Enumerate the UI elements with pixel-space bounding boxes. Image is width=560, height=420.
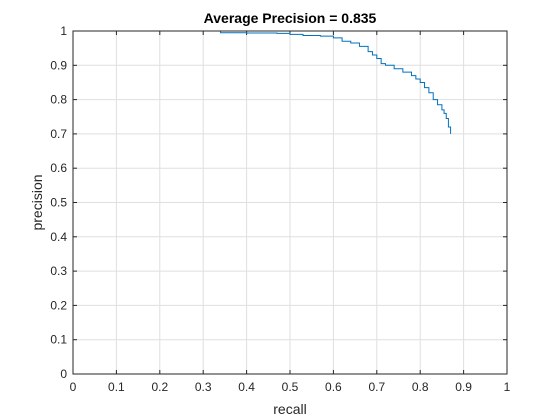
y-tick-label: 0.8 xyxy=(50,93,67,107)
y-tick-label: 0.9 xyxy=(50,58,67,72)
x-tick-label: 0.6 xyxy=(325,380,342,394)
y-tick-label: 0.2 xyxy=(50,298,67,312)
y-tick-label: 0.1 xyxy=(50,333,67,347)
y-tick-label: 0 xyxy=(60,367,67,381)
series-line xyxy=(73,30,452,134)
y-tick-label: 0.7 xyxy=(50,127,67,141)
x-tick-label: 0.8 xyxy=(412,380,429,394)
x-tick-label: 0.3 xyxy=(195,380,212,394)
x-tick-label: 0.7 xyxy=(368,380,385,394)
y-tick-label: 0.4 xyxy=(50,230,67,244)
y-tick-labels: 0 0.1 0.2 0.3 0.4 0.5 0.6 0.7 0.8 0.9 1 xyxy=(50,24,67,381)
x-tick-label: 0.2 xyxy=(151,380,168,394)
x-tick-label: 0.4 xyxy=(238,380,255,394)
y-tick-label: 0.3 xyxy=(50,264,67,278)
x-tick-labels: 0 0.1 0.2 0.3 0.4 0.5 0.6 0.7 0.8 0.9 1 xyxy=(70,380,511,394)
axis-frame xyxy=(72,30,508,375)
x-tick-label: 1 xyxy=(504,380,511,394)
x-tick-label: 0.1 xyxy=(108,380,125,394)
y-tick-label: 0.6 xyxy=(50,161,67,175)
x-axis-label: recall xyxy=(273,401,306,417)
x-tick-label: 0.5 xyxy=(282,380,299,394)
y-tick-label: 1 xyxy=(60,24,67,38)
x-tick-label: 0 xyxy=(70,380,77,394)
y-axis-label: precision xyxy=(29,174,45,230)
x-tick-label: 0.9 xyxy=(455,380,472,394)
chart-title: Average Precision = 0.835 xyxy=(204,10,377,26)
y-tick-label: 0.5 xyxy=(50,196,67,210)
